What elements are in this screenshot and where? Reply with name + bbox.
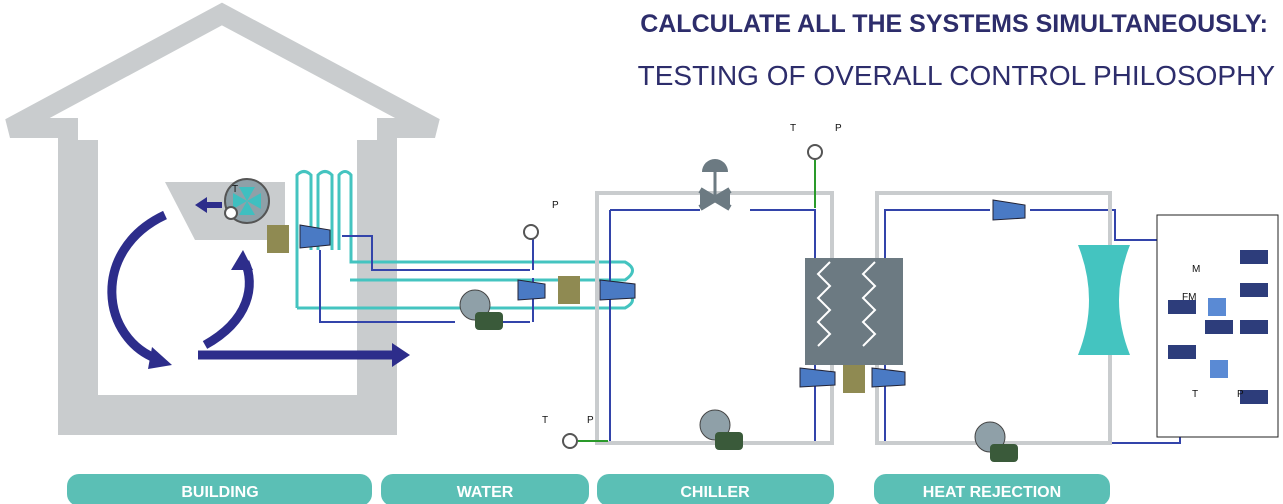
chiller-box — [595, 191, 834, 445]
control-blocks — [1168, 250, 1268, 404]
title: CALCULATE ALL THE SYSTEMS SIMULTANEOUSLY… — [640, 10, 1268, 38]
section-label: CHILLER — [680, 484, 750, 501]
sensor-label: T — [1192, 389, 1198, 400]
sensor-label: P — [835, 123, 842, 134]
section-pill — [381, 474, 589, 504]
water-pipes — [319, 209, 1181, 444]
section-pill — [597, 474, 834, 504]
air-arrow-head — [195, 197, 207, 213]
fan-blades — [233, 187, 261, 215]
sensor-label: FM — [1182, 292, 1196, 303]
arrow-head — [148, 347, 172, 369]
sensor-label: P — [587, 415, 594, 426]
hx-cores — [267, 225, 865, 393]
section-label: HEAT REJECTION — [923, 484, 1061, 501]
section-pill — [67, 474, 372, 504]
sensor-label: P — [552, 200, 559, 211]
sensor-label: T — [542, 415, 548, 426]
sensor-label: M — [1192, 264, 1200, 275]
section-pill — [874, 474, 1110, 504]
sensor-lines — [578, 160, 1255, 442]
hx-coils — [816, 261, 877, 347]
heat-rejection-box — [875, 191, 1112, 445]
house-outline — [5, 2, 440, 435]
sensor-label: P — [1237, 389, 1244, 400]
pumps — [459, 289, 1018, 462]
actuator — [702, 159, 728, 172]
circulation-arrow — [202, 260, 254, 349]
sensor-label: T — [232, 184, 238, 195]
sensor-label: T — [790, 123, 796, 134]
section-label: BUILDING — [181, 484, 258, 501]
section-label: WATER — [457, 484, 514, 501]
arrow-head — [231, 250, 253, 270]
arrow-head — [392, 343, 410, 367]
subtitle: TESTING OF OVERALL CONTROL PHILOSOPHY — [638, 60, 1276, 91]
coil-pipes — [295, 170, 634, 310]
circulation-arrow — [107, 210, 167, 365]
heat-exchanger — [805, 258, 903, 365]
cooling-tower — [1078, 245, 1130, 355]
exchangers — [299, 199, 1026, 388]
